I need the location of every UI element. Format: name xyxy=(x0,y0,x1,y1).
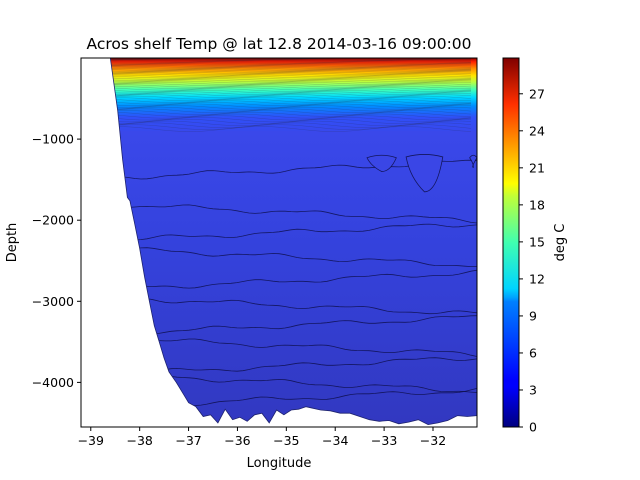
x-tick-label: −33 xyxy=(371,433,397,448)
isotherm-line xyxy=(110,90,472,94)
isotherm-line xyxy=(110,70,472,73)
isotherm-line xyxy=(110,113,472,119)
colorbar-gradient xyxy=(503,58,519,427)
x-tick-label: −32 xyxy=(420,433,446,448)
isotherm-line xyxy=(110,59,472,61)
seafloor-line xyxy=(109,57,478,426)
isotherm-line xyxy=(110,110,472,115)
isotherm-line xyxy=(110,124,472,130)
x-tick-label: −35 xyxy=(273,433,299,448)
isotherm-line xyxy=(110,58,472,60)
isotherm-line xyxy=(110,77,472,80)
isotherm-line xyxy=(110,59,472,62)
isotherm-line xyxy=(110,95,472,100)
isotherm-line xyxy=(110,79,472,83)
isotherm-line xyxy=(110,108,472,114)
isotherm-line xyxy=(110,100,472,105)
isotherm-line xyxy=(110,58,472,61)
isotherm-line xyxy=(110,69,472,72)
colorbar-tick-label: 0 xyxy=(529,420,537,435)
colorbar-tick-label: 18 xyxy=(529,197,545,212)
temperature-field xyxy=(110,58,478,425)
cold-patch xyxy=(366,154,397,172)
isotherm-line xyxy=(110,61,472,63)
colorbar-tick-label: 6 xyxy=(529,345,537,360)
isotherm-line xyxy=(110,106,472,112)
colorbar-tick-label: 15 xyxy=(529,234,545,249)
y-tick-label: −2000 xyxy=(32,213,74,228)
isotherm-line xyxy=(110,247,478,268)
isotherm-line xyxy=(110,223,478,244)
x-tick-label: −36 xyxy=(224,433,250,448)
isotherm-line xyxy=(110,120,472,126)
isotherm-line xyxy=(110,66,472,69)
isotherm-line xyxy=(110,74,472,78)
isotherm-line xyxy=(110,62,472,64)
isotherm-line xyxy=(110,60,472,62)
isotherm-line xyxy=(110,81,472,85)
y-tick-label: −4000 xyxy=(32,375,74,390)
isotherm-line xyxy=(110,126,472,132)
isotherm-line xyxy=(110,78,472,81)
isotherm-line xyxy=(110,83,472,87)
isotherm-line xyxy=(110,201,478,224)
isotherm-line xyxy=(110,62,472,65)
isotherm-line xyxy=(110,67,472,70)
cold-patch xyxy=(469,154,478,168)
isotherm-line xyxy=(110,117,472,123)
isotherm-line xyxy=(110,269,478,292)
colorbar-frame xyxy=(502,57,520,428)
chart-title: Acros shelf Temp @ lat 12.8 2014-03-16 0… xyxy=(86,35,471,53)
x-axis-label: Longitude xyxy=(247,456,312,471)
isotherm-line xyxy=(110,72,472,75)
isotherm-line xyxy=(110,91,472,95)
y-tick-label: −3000 xyxy=(32,294,74,309)
isotherm-line xyxy=(110,118,472,125)
colorbar-tick-label: 24 xyxy=(529,123,545,138)
isotherm-line xyxy=(110,64,472,66)
isotherm-line xyxy=(110,97,472,102)
isotherm-line xyxy=(110,68,472,71)
x-tick-label: −37 xyxy=(175,433,201,448)
isotherm-line xyxy=(110,65,472,67)
isotherm-line xyxy=(110,71,472,74)
isotherm-line xyxy=(110,63,471,66)
x-tick-label: −34 xyxy=(322,433,348,448)
isotherm-line xyxy=(110,98,472,103)
cold-patch xyxy=(405,154,444,193)
colorbar-label: deg C xyxy=(553,224,568,262)
isotherm-line xyxy=(110,102,472,107)
isotherm-line xyxy=(110,58,472,60)
isotherm-line xyxy=(110,84,472,88)
isotherm-line xyxy=(110,111,472,117)
isotherm-line xyxy=(110,60,471,63)
isotherm-line xyxy=(110,105,471,110)
y-tick-label: −1000 xyxy=(32,132,74,147)
x-tick-label: −39 xyxy=(78,433,104,448)
colorbar-tick-label: 27 xyxy=(529,86,545,101)
isotherm-line xyxy=(110,65,472,68)
isotherm-line xyxy=(110,75,472,79)
colorbar-tick-label: 9 xyxy=(529,308,537,323)
isotherm-line xyxy=(110,73,472,77)
isotherm-line xyxy=(110,122,472,128)
isotherm-line xyxy=(110,85,472,89)
colorbar-tick-label: 21 xyxy=(529,160,545,175)
x-tick-label: −38 xyxy=(126,433,152,448)
isotherm-line xyxy=(110,80,471,84)
upper-ocean-gradient xyxy=(110,58,477,132)
colorbar-tick-label: 12 xyxy=(529,271,545,286)
y-axis-label: Depth xyxy=(5,223,20,263)
plot-frame xyxy=(80,57,478,428)
isotherm-line xyxy=(110,94,472,98)
isotherm-line xyxy=(110,88,472,92)
isotherm-line xyxy=(110,92,472,97)
isotherm-line xyxy=(110,103,472,108)
isotherm-line xyxy=(110,115,472,121)
isotherm-line xyxy=(110,87,472,91)
colorbar-tick-label: 3 xyxy=(529,382,537,397)
